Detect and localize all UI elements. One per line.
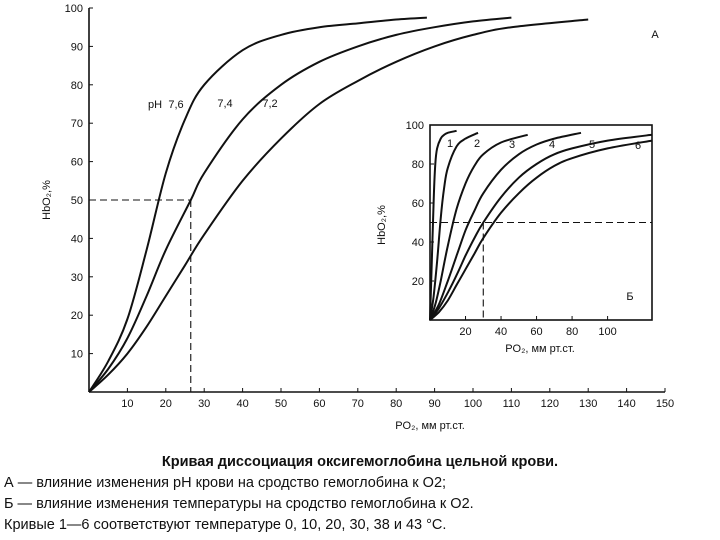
series-curve-2 xyxy=(88,16,512,393)
x-tick-label: 20 xyxy=(459,326,471,338)
ph-annotation-prefix: pH xyxy=(148,99,162,111)
y-tick-label: 100 xyxy=(65,3,83,15)
x-tick-label: 140 xyxy=(617,398,635,410)
panel-label: А xyxy=(651,29,659,41)
series-label-1: 7,6 xyxy=(168,99,183,111)
y-tick-label: 60 xyxy=(412,198,424,210)
series-label-3: 7,2 xyxy=(262,98,277,110)
series-curve-2 xyxy=(429,131,479,321)
x-tick-label: 10 xyxy=(121,398,133,410)
x-tick-label: 130 xyxy=(579,398,597,410)
x-tick-label: 30 xyxy=(198,398,210,410)
figure-caption: Кривая диссоциация оксигемоглобина цельн… xyxy=(4,452,716,536)
y-tick-label: 40 xyxy=(412,237,424,249)
series-curve-3 xyxy=(88,18,589,393)
y-tick-label: 70 xyxy=(71,118,83,130)
x-tick-label: 50 xyxy=(275,398,287,410)
series-label-3: 3 xyxy=(509,139,515,151)
chart-panel-a: 10 20 30 40 50 60 70 80 90 100 110 120 130 140 1501020… xyxy=(41,3,674,432)
x-tick-label: 60 xyxy=(530,326,542,338)
y-axis-title: HbO₂,% xyxy=(376,205,388,245)
series-curve-5 xyxy=(429,133,653,321)
x-tick-label: 90 xyxy=(428,398,440,410)
y-axis-title: HbO₂,% xyxy=(41,180,53,220)
x-tick-label: 120 xyxy=(541,398,559,410)
caption-line-b: Б — влияние изменения температуры на сро… xyxy=(4,496,474,512)
y-tick-label: 20 xyxy=(412,276,424,288)
caption-line-curves: Кривые 1—6 соответствуют температуре 0, … xyxy=(4,517,447,533)
series-label-2: 7,4 xyxy=(217,98,232,110)
series-label-4: 4 xyxy=(549,139,555,151)
y-tick-label: 40 xyxy=(71,233,83,245)
y-tick-label: 100 xyxy=(406,120,424,132)
series-curve-1 xyxy=(88,16,427,393)
series-curve-3 xyxy=(429,133,528,321)
x-tick-label: 20 xyxy=(160,398,172,410)
x-tick-label: 100 xyxy=(598,326,616,338)
series-curve-1 xyxy=(429,129,457,321)
oxygen-dissociation-figure: 10 20 30 40 50 60 70 80 90 100 110 120 130 140 1501020… xyxy=(41,3,674,432)
chart-panel-b: 20 40 60 80 100 20 40 60 80 100 PO₂, мм рт.ст. HbO₂… xyxy=(376,120,653,355)
y-tick-label: 30 xyxy=(71,272,83,284)
x-axis-title: PO₂, мм рт.ст. xyxy=(505,343,575,355)
y-tick-label: 10 xyxy=(71,349,83,361)
series-label-6: 6 xyxy=(635,140,641,152)
caption-line-a: А — влияние изменения рН крови на сродст… xyxy=(4,475,447,491)
y-tick-label: 20 xyxy=(71,310,83,322)
x-tick-label: 60 xyxy=(313,398,325,410)
x-axis-title: PO₂, мм рт.ст. xyxy=(395,420,465,432)
series-curve-6 xyxy=(429,139,653,321)
y-tick-label: 80 xyxy=(71,80,83,92)
y-tick-label: 90 xyxy=(71,41,83,53)
x-tick-label: 80 xyxy=(390,398,402,410)
y-tick-label: 50 xyxy=(71,195,83,207)
series-label-1: 1 xyxy=(447,138,453,150)
x-tick-label: 80 xyxy=(566,326,578,338)
series-curve-4 xyxy=(429,131,582,321)
y-tick-label: 80 xyxy=(412,159,424,171)
x-tick-label: 40 xyxy=(236,398,248,410)
x-tick-label: 70 xyxy=(352,398,364,410)
x-tick-label: 150 xyxy=(656,398,674,410)
series-label-2: 2 xyxy=(474,138,480,150)
series-label-5: 5 xyxy=(589,139,595,151)
panel-label: Б xyxy=(626,291,633,303)
y-tick-label: 60 xyxy=(71,157,83,169)
x-tick-label: 40 xyxy=(495,326,507,338)
x-tick-label: 100 xyxy=(464,398,482,410)
x-tick-label: 110 xyxy=(503,398,521,410)
caption-title: Кривая диссоциация оксигемоглобина цельн… xyxy=(161,454,559,470)
